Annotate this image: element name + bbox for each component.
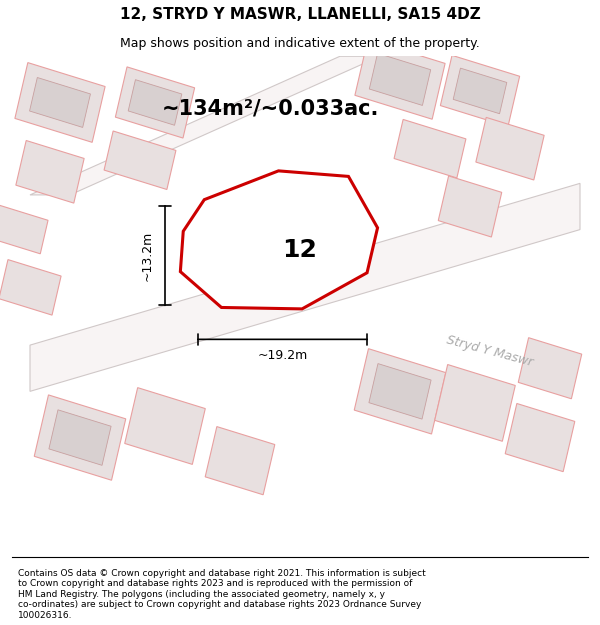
Text: 12, STRYD Y MASWR, LLANELLI, SA15 4DZ: 12, STRYD Y MASWR, LLANELLI, SA15 4DZ — [119, 6, 481, 21]
Polygon shape — [30, 56, 380, 195]
Polygon shape — [29, 78, 91, 128]
Polygon shape — [15, 62, 105, 142]
Polygon shape — [394, 119, 466, 178]
Text: Map shows position and indicative extent of the property.: Map shows position and indicative extent… — [120, 38, 480, 51]
Polygon shape — [115, 67, 194, 138]
Polygon shape — [30, 183, 580, 391]
Polygon shape — [49, 410, 111, 466]
Polygon shape — [438, 176, 502, 237]
Polygon shape — [518, 338, 582, 399]
Text: ~13.2m: ~13.2m — [140, 231, 154, 281]
Polygon shape — [205, 427, 275, 495]
Polygon shape — [369, 364, 431, 419]
Polygon shape — [505, 404, 575, 472]
Polygon shape — [0, 206, 48, 254]
Polygon shape — [125, 388, 205, 464]
Polygon shape — [16, 141, 84, 203]
Polygon shape — [369, 53, 431, 106]
Text: Stryd Y Maswr: Stryd Y Maswr — [445, 333, 535, 369]
Polygon shape — [435, 364, 515, 441]
Text: 12: 12 — [283, 238, 317, 262]
Polygon shape — [128, 79, 182, 125]
Polygon shape — [0, 259, 61, 315]
Polygon shape — [453, 68, 507, 114]
Polygon shape — [476, 118, 544, 180]
Text: Contains OS data © Crown copyright and database right 2021. This information is : Contains OS data © Crown copyright and d… — [18, 569, 426, 619]
Text: ~134m²/~0.033ac.: ~134m²/~0.033ac. — [161, 98, 379, 118]
Polygon shape — [34, 395, 126, 480]
Polygon shape — [355, 39, 445, 119]
Polygon shape — [181, 171, 377, 309]
Text: ~19.2m: ~19.2m — [257, 349, 308, 362]
Polygon shape — [354, 349, 446, 434]
Polygon shape — [104, 131, 176, 189]
Polygon shape — [440, 56, 520, 126]
Text: Stryd Y Maswr: Stryd Y Maswr — [200, 272, 290, 308]
